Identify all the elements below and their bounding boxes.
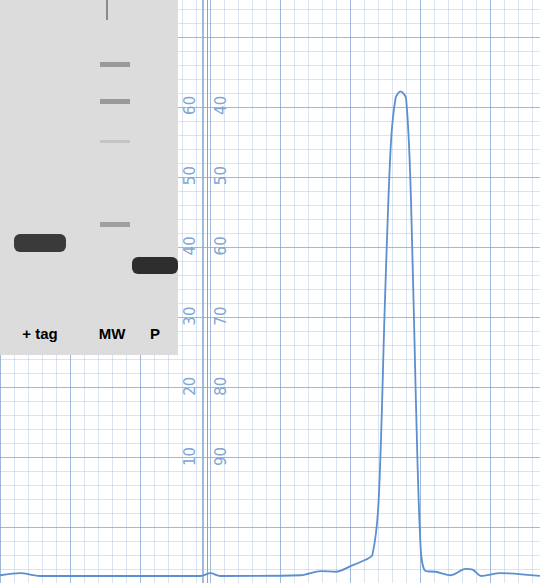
svg-text:P: P: [150, 325, 160, 342]
svg-text:60: 60: [212, 236, 230, 255]
svg-text:90: 90: [212, 447, 230, 466]
svg-text:60: 60: [181, 96, 199, 115]
svg-text:20: 20: [181, 377, 199, 396]
svg-text:40: 40: [212, 96, 230, 115]
svg-text:40: 40: [181, 236, 199, 255]
svg-text:50: 50: [181, 166, 199, 185]
svg-text:+ tag: + tag: [22, 325, 57, 342]
svg-text:80: 80: [212, 377, 230, 396]
svg-text:MW: MW: [99, 325, 126, 342]
svg-text:50: 50: [212, 166, 230, 185]
svg-text:10: 10: [181, 447, 199, 466]
svg-text:70: 70: [212, 307, 230, 326]
svg-text:30: 30: [181, 307, 199, 326]
